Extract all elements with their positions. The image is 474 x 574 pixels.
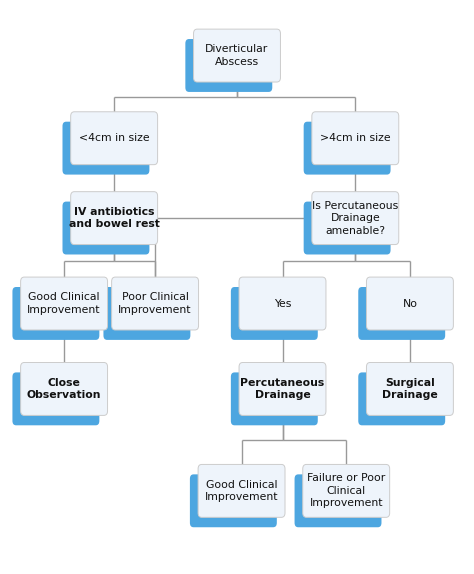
Text: Good Clinical
Improvement: Good Clinical Improvement (27, 292, 101, 315)
FancyBboxPatch shape (112, 277, 199, 330)
FancyBboxPatch shape (198, 464, 285, 517)
Text: Close
Observation: Close Observation (27, 378, 101, 400)
FancyBboxPatch shape (71, 192, 157, 245)
Text: Poor Clinical
Improvement: Poor Clinical Improvement (118, 292, 192, 315)
FancyBboxPatch shape (12, 373, 100, 425)
Text: Diverticular
Abscess: Diverticular Abscess (205, 44, 269, 67)
Text: >4cm in size: >4cm in size (320, 133, 391, 144)
Text: No: No (402, 298, 418, 309)
FancyBboxPatch shape (239, 363, 326, 416)
FancyBboxPatch shape (358, 287, 445, 340)
Text: Good Clinical
Improvement: Good Clinical Improvement (205, 480, 278, 502)
FancyBboxPatch shape (190, 474, 277, 528)
Text: <4cm in size: <4cm in size (79, 133, 149, 144)
FancyBboxPatch shape (304, 201, 391, 254)
FancyBboxPatch shape (304, 122, 391, 174)
FancyBboxPatch shape (358, 373, 445, 425)
FancyBboxPatch shape (239, 277, 326, 330)
Text: Is Percutaneous
Drainage
amenable?: Is Percutaneous Drainage amenable? (312, 201, 399, 235)
FancyBboxPatch shape (231, 287, 318, 340)
FancyBboxPatch shape (312, 192, 399, 245)
FancyBboxPatch shape (103, 287, 191, 340)
FancyBboxPatch shape (63, 201, 149, 254)
FancyBboxPatch shape (231, 373, 318, 425)
FancyBboxPatch shape (303, 464, 390, 517)
Text: Surgical
Drainage: Surgical Drainage (382, 378, 438, 400)
FancyBboxPatch shape (312, 112, 399, 165)
FancyBboxPatch shape (193, 29, 281, 82)
Text: Percutaneous
Drainage: Percutaneous Drainage (240, 378, 325, 400)
FancyBboxPatch shape (21, 363, 108, 416)
FancyBboxPatch shape (71, 112, 157, 165)
FancyBboxPatch shape (63, 122, 149, 174)
FancyBboxPatch shape (294, 474, 382, 528)
Text: Yes: Yes (274, 298, 291, 309)
Text: IV antibiotics
and bowel rest: IV antibiotics and bowel rest (69, 207, 160, 230)
Text: Failure or Poor
Clinical
Improvement: Failure or Poor Clinical Improvement (307, 474, 385, 509)
FancyBboxPatch shape (366, 277, 453, 330)
FancyBboxPatch shape (185, 39, 272, 92)
FancyBboxPatch shape (12, 287, 100, 340)
FancyBboxPatch shape (366, 363, 453, 416)
FancyBboxPatch shape (21, 277, 108, 330)
